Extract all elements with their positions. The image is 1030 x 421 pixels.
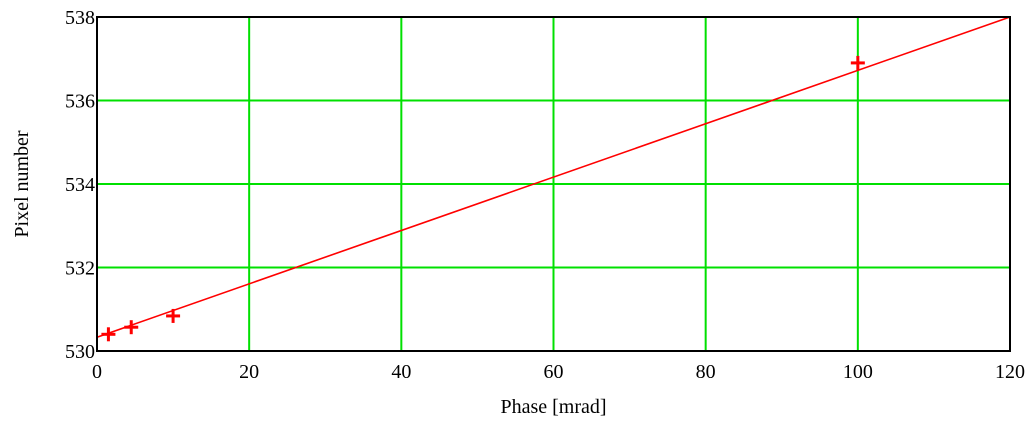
- x-tick-label: 120: [995, 361, 1025, 383]
- data-point-marker: [850, 55, 865, 70]
- y-tick-label: 536: [65, 91, 95, 113]
- x-tick-label: 100: [843, 361, 873, 383]
- x-axis-title: Phase [mrad]: [500, 396, 606, 418]
- y-tick-label: 538: [65, 7, 95, 29]
- x-tick-label: 60: [544, 361, 564, 383]
- x-tick-labels: 0 20 40 60 80 100 120: [92, 361, 1025, 383]
- grid-lines: [97, 16, 1011, 351]
- plot-frame: [96, 16, 1011, 352]
- data-markers: [101, 55, 865, 342]
- y-tick-label: 534: [65, 174, 95, 196]
- data-point-marker: [166, 308, 181, 323]
- x-tick-label: 80: [696, 361, 716, 383]
- fit-line-layer: [96, 16, 1011, 338]
- x-tick-label: 40: [391, 361, 411, 383]
- data-point-marker: [101, 327, 116, 342]
- y-tick-labels: 530 532 534 536 538: [65, 7, 95, 363]
- fit-line: [96, 16, 1011, 338]
- y-axis-title: Pixel number: [11, 130, 33, 238]
- y-tick-label: 532: [65, 258, 95, 280]
- data-point-marker: [124, 320, 139, 335]
- y-tick-label: 530: [65, 341, 95, 363]
- x-tick-label: 20: [239, 361, 259, 383]
- x-tick-label: 0: [92, 361, 102, 383]
